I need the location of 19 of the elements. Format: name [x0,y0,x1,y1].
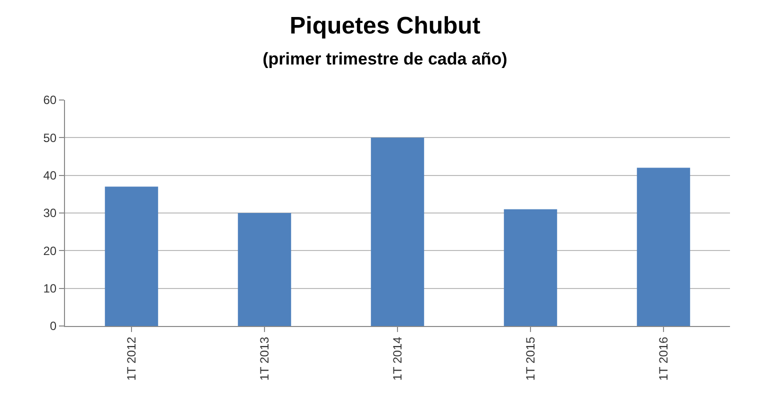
y-tick-label: 50 [43,130,57,145]
x-tick-label: 1T 2014 [390,336,404,381]
y-tick-label: 0 [50,319,57,334]
bar [504,209,558,326]
y-tick-label: 30 [43,206,57,220]
y-tick-label: 20 [43,244,57,258]
chart-subtitle: (primer trimestre de cada año) [262,49,508,68]
x-tick-label: 1T 2016 [656,336,670,381]
y-tick-label: 10 [43,282,57,296]
chart-title: Piquetes Chubut [290,12,480,40]
bar [104,186,158,326]
x-tick-label: 1T 2012 [124,336,138,381]
x-tick-label: 1T 2013 [257,336,272,381]
bar [370,138,424,326]
bar [238,213,292,326]
y-tick-label: 40 [43,168,57,183]
y-tick-label: 60 [43,93,57,108]
x-tick-label: 1T 2015 [523,336,538,381]
bar [636,168,690,326]
